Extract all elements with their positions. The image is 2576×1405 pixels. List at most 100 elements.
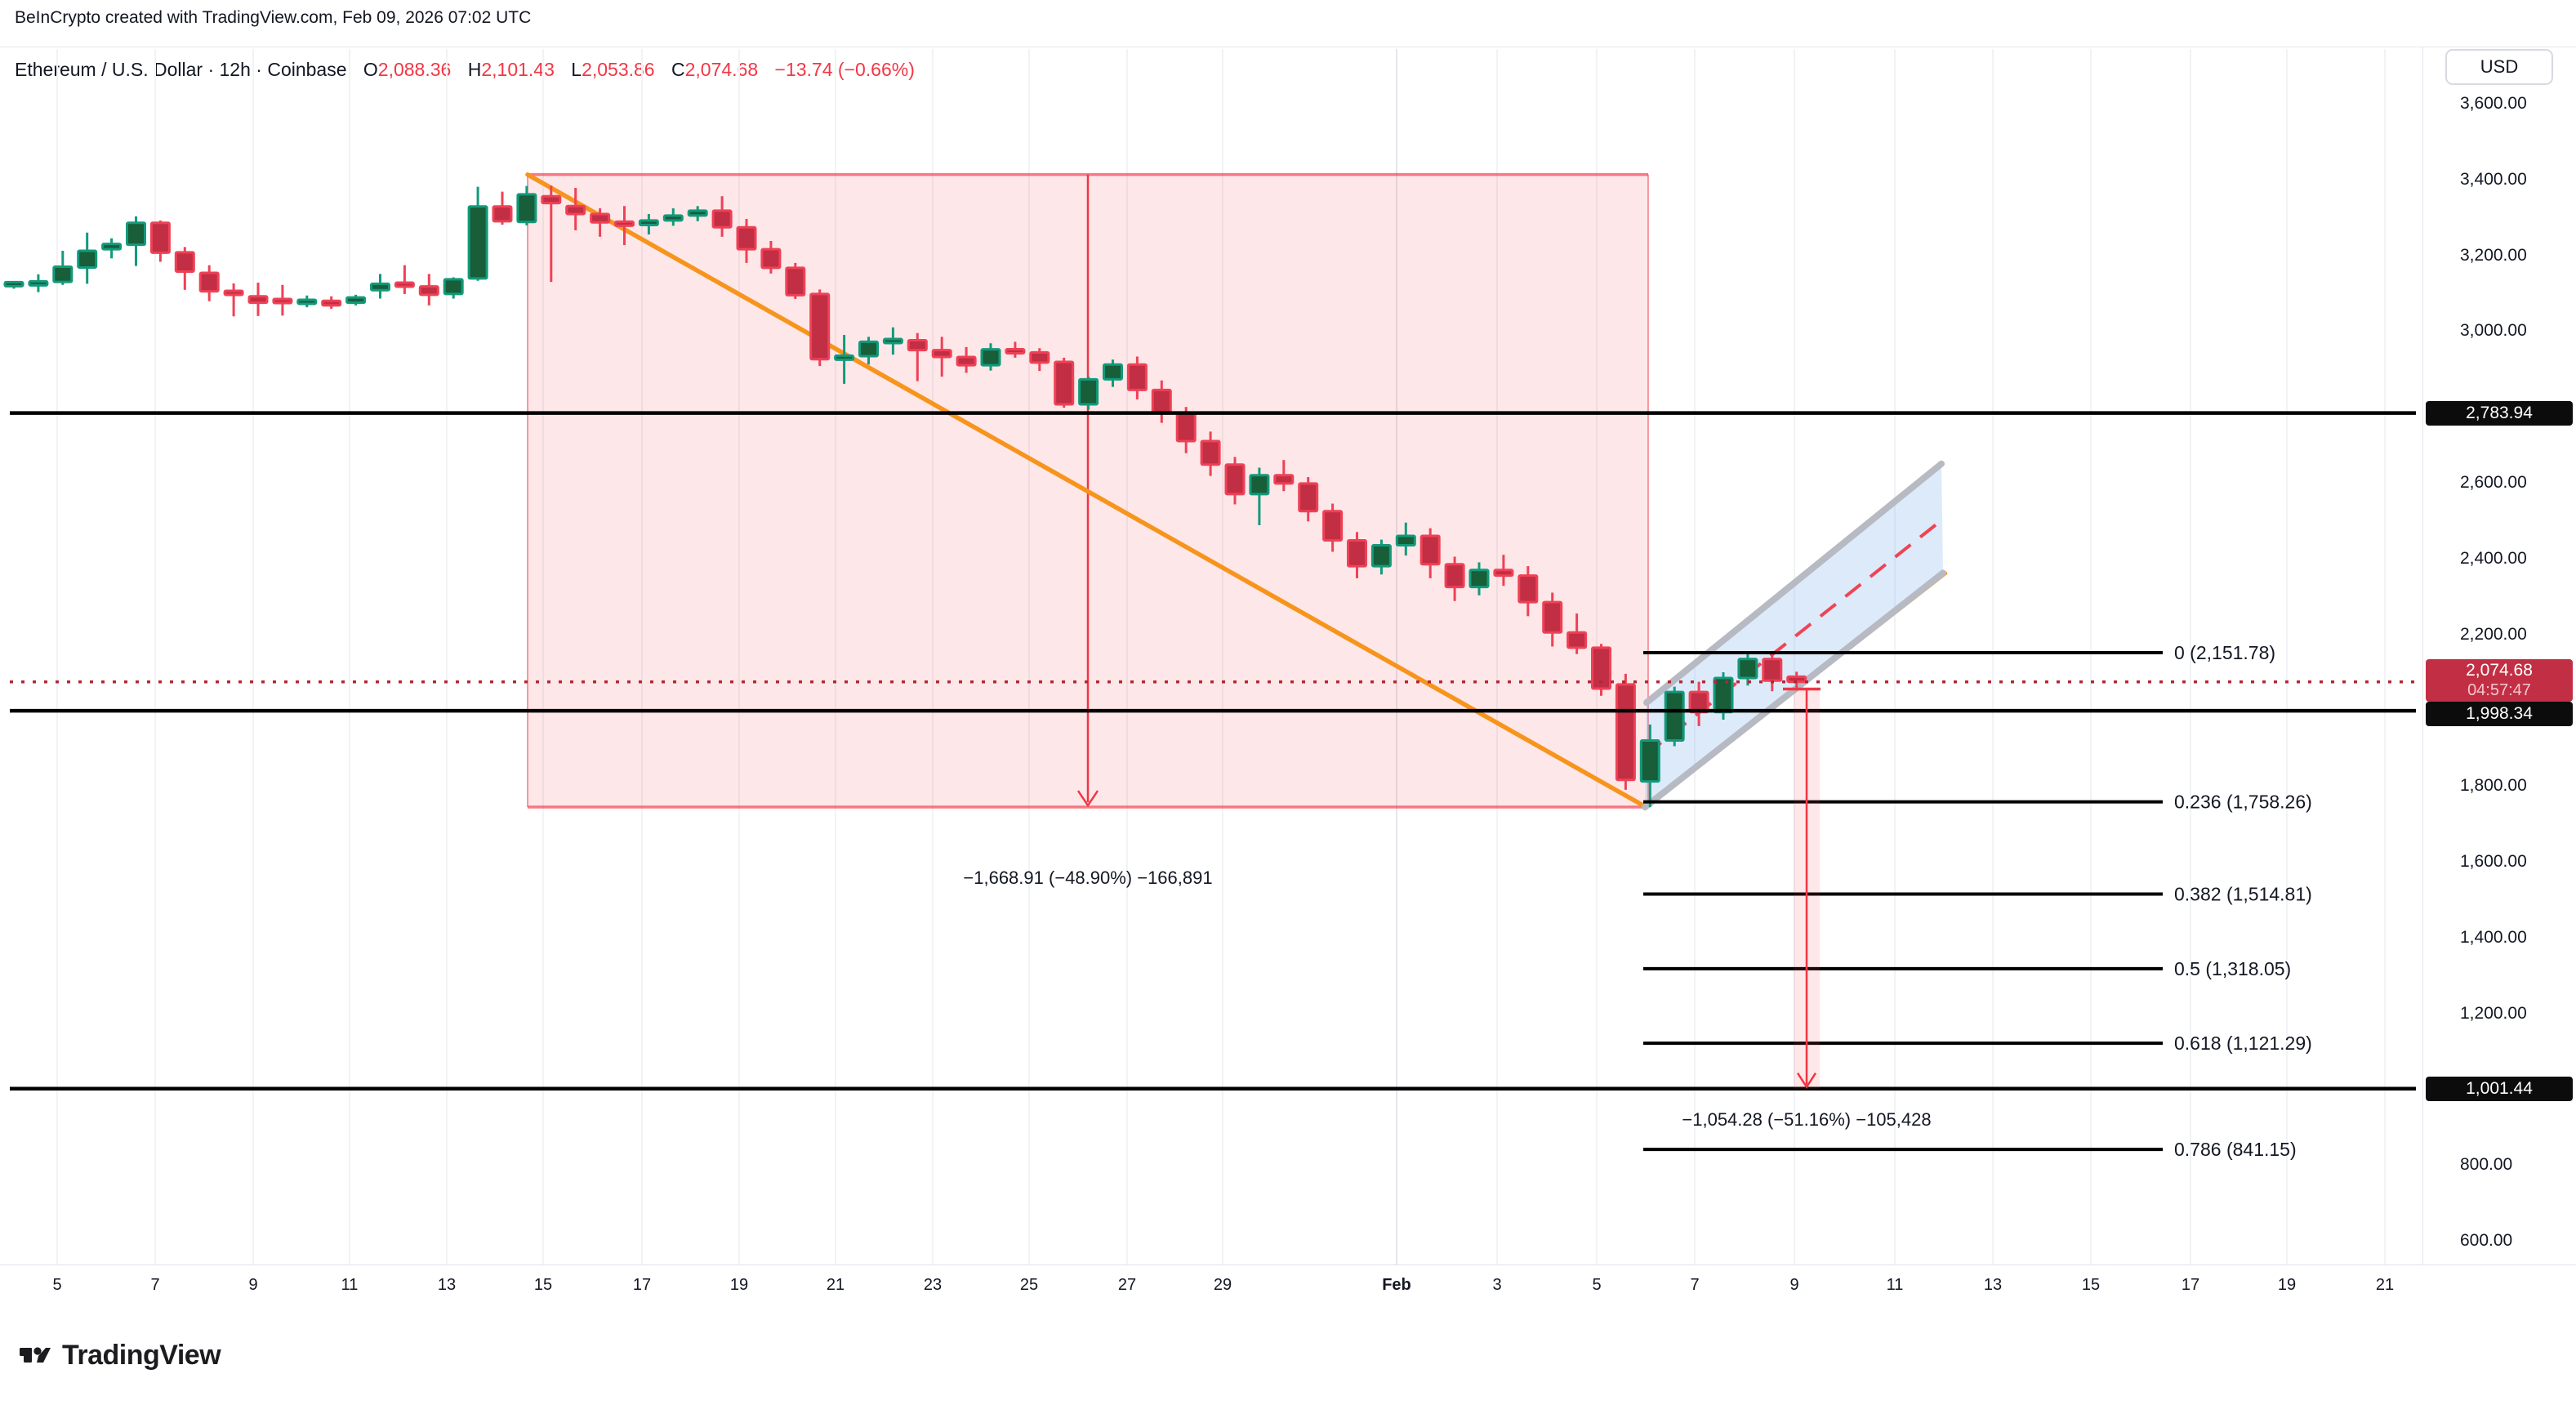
candle-body [1518, 574, 1539, 604]
candle-body [101, 243, 123, 251]
candle-body [77, 249, 98, 269]
time-axis-separator [0, 1264, 2576, 1265]
candle-body [1126, 363, 1148, 391]
candle-body [1054, 360, 1075, 406]
candle [736, 219, 757, 263]
candle-body [1200, 439, 1221, 466]
fib-level-label: 0.618 (1,121.29) [2174, 1033, 2312, 1054]
symbol-header: Ethereum / U.S. Dollar · 12h · Coinbase … [15, 59, 915, 81]
fib-level-label: 0.382 (1,514.81) [2174, 884, 2312, 905]
candle-body [126, 221, 146, 247]
candle-body [1615, 683, 1636, 782]
candle-body [1639, 739, 1660, 783]
price-range-arrowhead [1076, 790, 1099, 808]
candle-body [1175, 411, 1197, 443]
time-tick-label: 11 [1886, 1276, 1904, 1294]
time-tick-label: 9 [248, 1276, 258, 1294]
candle [1347, 532, 1367, 578]
candle [77, 232, 98, 284]
candle-body [760, 248, 782, 270]
candle-body [516, 193, 537, 224]
currency-toggle-button[interactable]: USD [2445, 49, 2553, 85]
candle-body [321, 299, 342, 307]
candle [1029, 348, 1050, 372]
low-label: L [571, 59, 582, 80]
symbol-title[interactable]: Ethereum / U.S. Dollar · 12h · Coinbase [15, 59, 347, 80]
time-tick-label: 9 [1789, 1276, 1799, 1294]
candle [370, 274, 390, 299]
candle-body [28, 279, 49, 287]
price-range-label: −1,668.91 (−48.90%) −166,891 [963, 868, 1212, 888]
candle-body [662, 214, 684, 222]
candle [834, 335, 855, 384]
candle-body [345, 296, 367, 305]
time-tick-label: 7 [150, 1276, 160, 1294]
time-tick-label: 5 [52, 1276, 62, 1294]
candle-body [956, 355, 977, 367]
candle [1103, 359, 1123, 387]
time-tick-label: 29 [1213, 1276, 1232, 1294]
bar-countdown: 04:57:47 [2467, 681, 2531, 700]
candle [126, 216, 146, 266]
candle-body [785, 266, 806, 297]
candle [858, 337, 879, 365]
candle [1444, 556, 1465, 601]
down-measure-arrowhead [1796, 1073, 1817, 1090]
candle [247, 283, 269, 316]
candle-body [296, 298, 318, 306]
candle-body [809, 292, 831, 361]
time-tick-label: 7 [1690, 1276, 1700, 1294]
candle-body [1591, 646, 1611, 690]
candle-body [370, 282, 390, 292]
price-tick-label: 1,600.00 [2460, 852, 2527, 871]
candle [638, 214, 659, 235]
candle [662, 208, 684, 226]
time-tick-label: 15 [533, 1276, 553, 1294]
candle-body [1029, 350, 1050, 364]
candle [931, 337, 952, 377]
close-value: 2,074.68 [684, 59, 759, 80]
time-tick-label: 23 [923, 1276, 943, 1294]
time-tick-label: 11 [341, 1276, 359, 1294]
tradingview-logo-icon [20, 1347, 51, 1363]
time-tick-label: 25 [1019, 1276, 1039, 1294]
candle-body [1347, 539, 1367, 568]
candle [394, 265, 415, 294]
price-tick-label: 2,400.00 [2460, 548, 2527, 568]
candle-body [272, 297, 293, 305]
candle-body [1249, 474, 1270, 496]
time-tick-label: 19 [729, 1276, 749, 1294]
candle [1126, 356, 1148, 399]
time-tick-label: Feb [1382, 1276, 1411, 1294]
candle-body [541, 194, 562, 205]
candle-body [149, 221, 171, 254]
candle-body [467, 205, 488, 280]
candle [1786, 671, 1807, 690]
candle-body [443, 278, 464, 296]
candle [1737, 653, 1758, 686]
candle-body [418, 285, 439, 297]
candle-body [614, 220, 635, 227]
candle [1591, 644, 1611, 696]
tradingview-logo[interactable]: TradingView [18, 1338, 221, 1372]
candle [321, 296, 342, 310]
annotation-bar: BeInCrypto created with TradingView.com,… [15, 8, 532, 27]
candle [1468, 562, 1490, 595]
price-tick-label: 3,200.00 [2460, 245, 2527, 265]
price-tick-label: 2,200.00 [2460, 624, 2527, 644]
tradingview-wordmark: TradingView [62, 1339, 221, 1371]
candle-body [1762, 658, 1783, 682]
candle [541, 185, 562, 283]
candle-body [1103, 363, 1123, 381]
time-tick-label: 19 [2277, 1276, 2297, 1294]
candle-body [931, 349, 952, 359]
fib-level-label: 0 (2,151.78) [2174, 642, 2275, 663]
candle [223, 283, 244, 317]
candle-body [1567, 631, 1588, 649]
candle-body [1419, 534, 1441, 566]
candle-body [247, 295, 269, 305]
time-tick-label: 17 [632, 1276, 652, 1294]
candle [1322, 503, 1344, 552]
parallel-channel [1645, 463, 1943, 808]
